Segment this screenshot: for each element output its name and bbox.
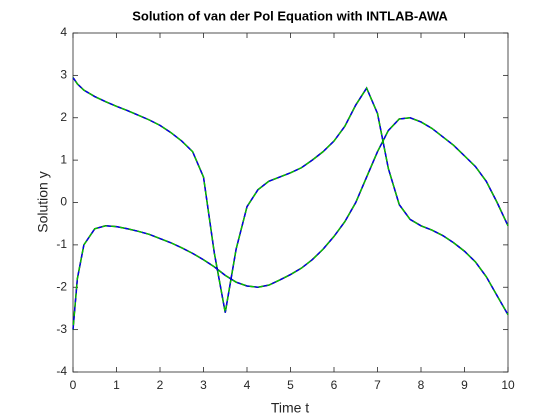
chart-title: Solution of van der Pol Equation with IN…	[132, 8, 448, 23]
y-axis-label: Solution y	[35, 171, 51, 232]
series-line-overlay	[72, 117, 509, 330]
y-tick-label: -2	[56, 279, 67, 293]
x-tick-label: 6	[331, 378, 338, 392]
x-tick-label: 4	[244, 378, 251, 392]
y-tick-label: 4	[60, 25, 67, 39]
x-axis-label: Time t	[271, 400, 309, 416]
x-tick-label: 1	[113, 378, 120, 392]
y-tick-label: 1	[60, 152, 67, 166]
x-tick-label: 9	[461, 378, 468, 392]
x-tick-label: 10	[501, 378, 515, 392]
y-tick-label: -1	[56, 237, 67, 251]
y-tick-label: 3	[60, 68, 67, 82]
y-tick-label: -4	[56, 364, 67, 378]
x-tick-label: 5	[287, 378, 294, 392]
x-tick-label: 2	[157, 378, 164, 392]
y-tick-label: -3	[56, 322, 67, 336]
x-tick-label: 8	[418, 378, 425, 392]
y-tick-label: 0	[60, 195, 67, 209]
series-line-overlay	[72, 77, 509, 316]
x-tick-label: 7	[374, 378, 381, 392]
y-tick-label: 2	[60, 110, 67, 124]
x-tick-label: 3	[200, 378, 207, 392]
x-tick-label: 0	[70, 378, 77, 392]
plot-area	[72, 32, 509, 373]
